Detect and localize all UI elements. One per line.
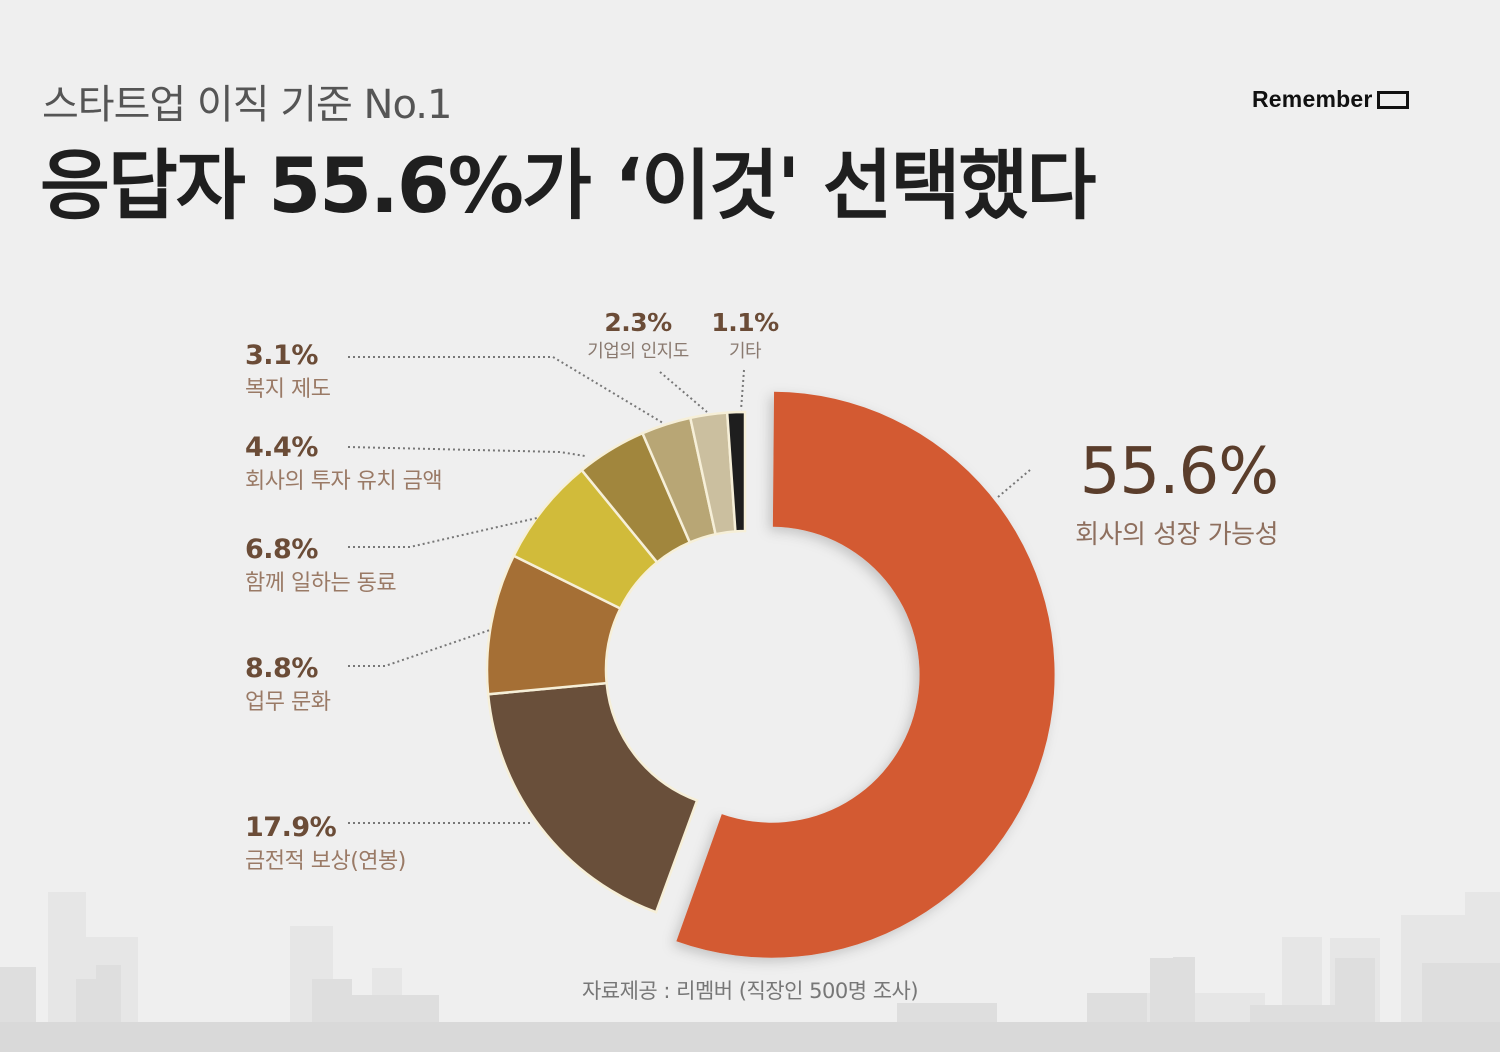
label-salary: 17.9% 금전적 보상(연봉) [245, 814, 406, 873]
label-other-pct: 1.1% [711, 308, 779, 337]
label-colleagues-pct: 6.8% [245, 534, 318, 565]
label-colleagues: 6.8% 함께 일하는 동료 [245, 534, 397, 596]
label-salary-category: 금전적 보상(연봉) [245, 849, 406, 874]
label-salary-pct: 17.9% [245, 812, 337, 843]
label-awareness-pct: 2.3% [604, 308, 672, 337]
label-growth-category: 회사의 성장 가능성 [1075, 520, 1278, 550]
donut-segment-growth [676, 391, 1055, 958]
label-culture-category: 업무 문화 [245, 690, 331, 715]
label-culture: 8.8% 업무 문화 [245, 653, 331, 715]
leader-line-awareness [659, 371, 708, 413]
label-welfare-pct: 3.1% [245, 340, 318, 371]
label-colleagues-category: 함께 일하는 동료 [245, 571, 397, 596]
brand-logo: Remember [1252, 86, 1409, 113]
brand-box-icon [1376, 90, 1409, 109]
label-other: 1.1% 기타 [705, 310, 785, 361]
leader-line-welfare [348, 356, 664, 424]
leader-line-investment [347, 446, 586, 457]
source-note: 자료제공 : 리멤버 (직장인 500명 조사) [581, 979, 919, 1003]
leader-line-colleagues [348, 517, 538, 548]
label-awareness-category: 기업의 인지도 [587, 341, 689, 362]
label-growth: 55.6% 회사의 성장 가능성 [1058, 435, 1279, 550]
label-investment-pct: 4.4% [245, 432, 318, 463]
label-culture-pct: 8.8% [245, 653, 318, 684]
label-growth-pct: 55.6% [1079, 435, 1279, 509]
brand-name: Remember [1252, 86, 1373, 112]
page-title: 응답자 55.6%가 ‘이것' 선택했다 [40, 141, 1096, 230]
leader-line-other [740, 369, 745, 411]
label-welfare-category: 복지 제도 [245, 377, 331, 402]
label-other-category: 기타 [728, 341, 762, 362]
leader-line-culture [348, 629, 491, 667]
donut-segment-salary [486, 681, 699, 914]
leader-line-growth [997, 469, 1031, 498]
label-investment-category: 회사의 투자 유치 금액 [245, 469, 443, 494]
label-welfare: 3.1% 복지 제도 [245, 340, 331, 402]
subtitle: 스타트업 이직 기준 No.1 [42, 82, 452, 128]
label-awareness: 2.3% 기업의 인지도 [578, 310, 698, 361]
label-investment: 4.4% 회사의 투자 유치 금액 [245, 432, 443, 494]
donut-segment-other [725, 410, 747, 533]
